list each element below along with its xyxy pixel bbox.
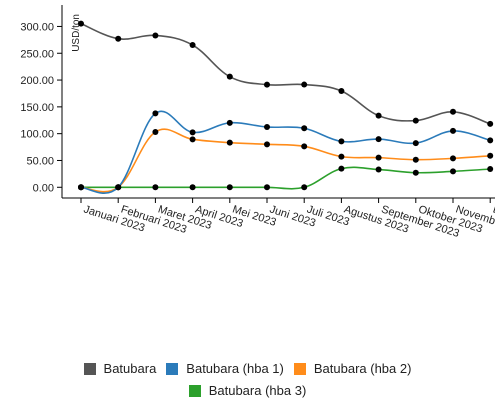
y-axis: 300.00 250.00 200.00 150.00 100.00 50.00 0.00 bbox=[20, 5, 63, 198]
y-tick-label: 100.00 bbox=[20, 129, 54, 141]
data-point bbox=[264, 141, 270, 148]
data-point bbox=[152, 184, 159, 191]
data-point bbox=[115, 35, 122, 42]
data-point bbox=[264, 81, 270, 88]
data-point bbox=[301, 125, 308, 132]
data-point bbox=[301, 143, 308, 150]
data-point bbox=[189, 184, 196, 191]
data-point bbox=[152, 128, 159, 135]
y-axis-title: USD/ton bbox=[71, 14, 82, 52]
series-points bbox=[78, 20, 494, 191]
data-point bbox=[338, 153, 345, 160]
series-line bbox=[80, 110, 491, 194]
y-tick-label: 150.00 bbox=[20, 102, 54, 114]
y-tick-label: 300.00 bbox=[20, 21, 54, 33]
series-lines bbox=[80, 22, 491, 194]
data-point bbox=[301, 81, 308, 88]
legend-swatch bbox=[293, 363, 306, 375]
chart-legend: Batubara Batubara (hba 1) Batubara (hba 2)… bbox=[0, 358, 495, 402]
legend-item[interactable]: Batubara bbox=[83, 358, 157, 380]
y-tick-label: 250.00 bbox=[20, 48, 54, 60]
y-tick-label: 0.00 bbox=[33, 182, 54, 194]
data-point bbox=[450, 108, 456, 115]
data-point bbox=[78, 184, 84, 191]
data-point bbox=[338, 88, 345, 95]
data-point bbox=[152, 32, 159, 39]
legend-swatch bbox=[83, 363, 96, 375]
data-point bbox=[487, 165, 494, 172]
data-point bbox=[375, 112, 382, 119]
legend-label: Batubara bbox=[103, 361, 157, 376]
data-point bbox=[226, 119, 233, 126]
data-point bbox=[226, 184, 233, 191]
data-point bbox=[412, 169, 419, 176]
data-point bbox=[338, 165, 345, 172]
data-point bbox=[487, 152, 494, 159]
legend-item[interactable]: Batubara (hba 1) bbox=[166, 358, 284, 380]
data-point bbox=[375, 166, 382, 173]
data-point bbox=[78, 20, 84, 27]
data-point bbox=[189, 42, 196, 49]
legend-label: Batubara (hba 2) bbox=[313, 361, 412, 376]
y-tick-label: 50.00 bbox=[26, 155, 54, 167]
data-point bbox=[338, 138, 345, 145]
data-point bbox=[487, 137, 494, 144]
data-point bbox=[226, 73, 233, 80]
legend-label: Batubara (hba 3) bbox=[208, 383, 307, 398]
data-point bbox=[189, 136, 196, 143]
legend-row: Batubara (hba 3) bbox=[0, 380, 495, 402]
legend-label: Batubara (hba 1) bbox=[186, 361, 284, 376]
legend-row: Batubara Batubara (hba 1) Batubara (hba 2) bbox=[0, 358, 495, 380]
legend-item[interactable]: Batubara (hba 2) bbox=[293, 358, 412, 380]
data-point bbox=[450, 168, 456, 175]
data-point bbox=[189, 129, 196, 136]
y-tick-label: 200.00 bbox=[20, 75, 54, 87]
data-point bbox=[264, 184, 270, 191]
data-point bbox=[301, 184, 308, 191]
data-point bbox=[375, 154, 382, 161]
series-line bbox=[81, 166, 491, 190]
legend-swatch bbox=[188, 385, 201, 397]
data-point bbox=[487, 120, 494, 127]
data-point bbox=[115, 184, 122, 191]
series-line bbox=[80, 22, 491, 125]
data-point bbox=[375, 136, 382, 143]
data-point bbox=[264, 124, 270, 131]
legend-swatch bbox=[166, 363, 179, 375]
data-point bbox=[412, 117, 419, 124]
data-point bbox=[412, 156, 419, 163]
data-point bbox=[412, 140, 419, 147]
data-point bbox=[226, 139, 233, 146]
data-point bbox=[450, 127, 456, 134]
legend-item[interactable]: Batubara (hba 3) bbox=[188, 380, 307, 402]
data-point bbox=[450, 155, 456, 162]
data-point bbox=[152, 110, 159, 117]
